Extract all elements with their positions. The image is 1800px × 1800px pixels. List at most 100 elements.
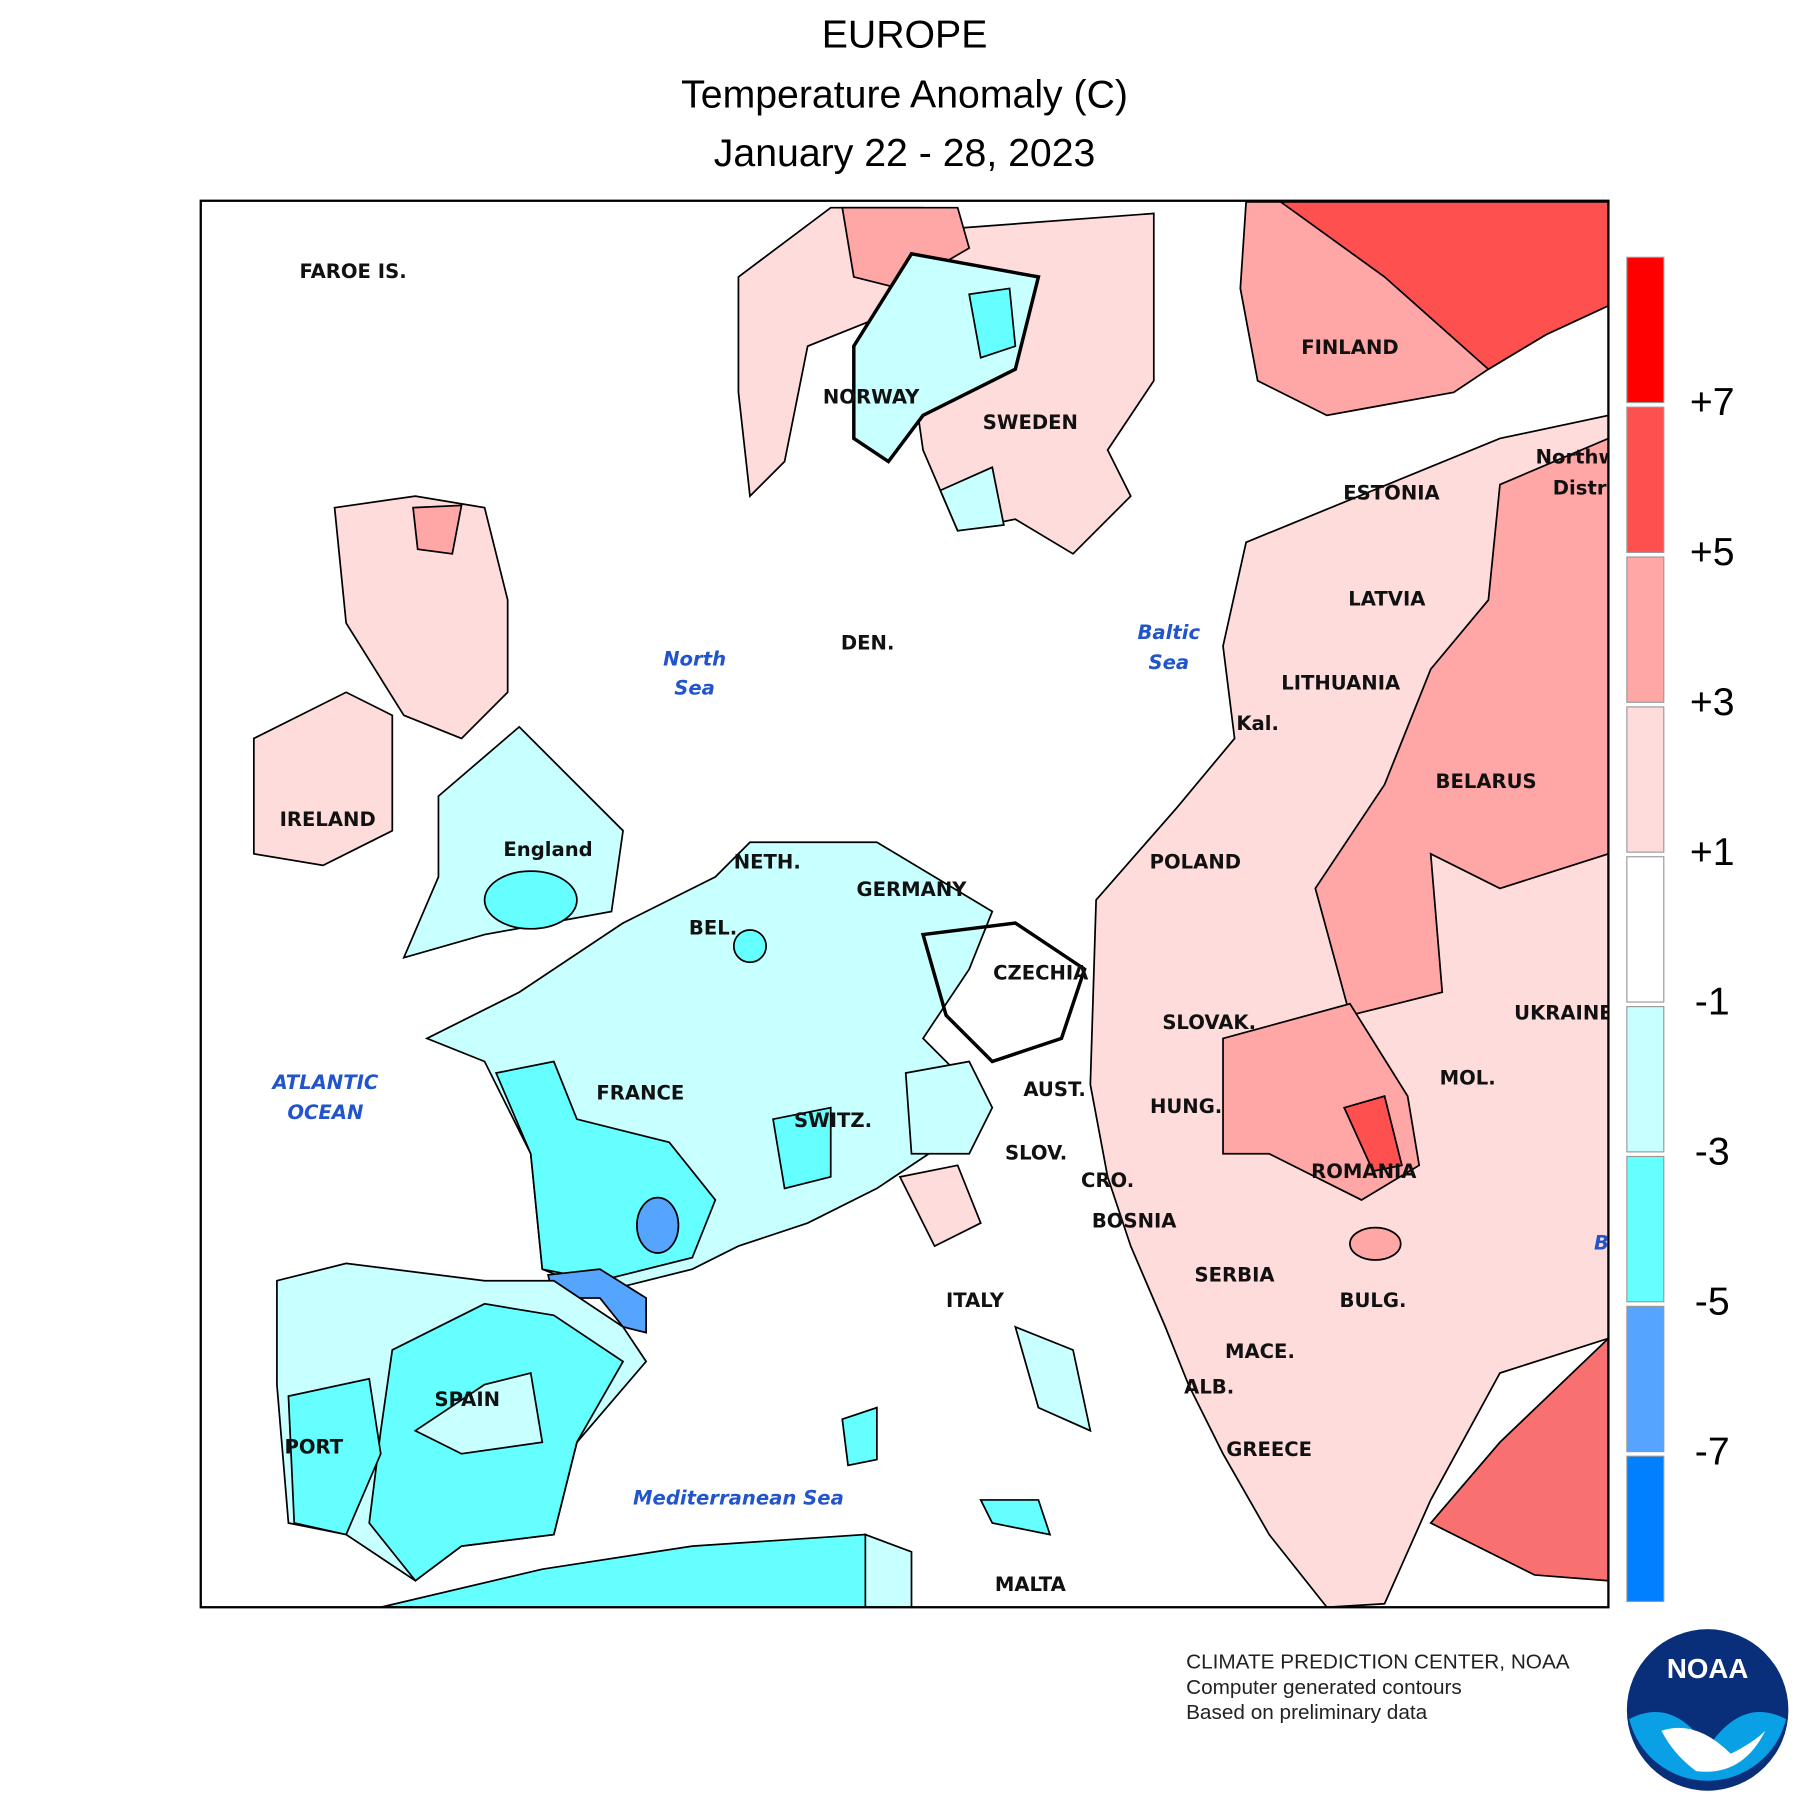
country-label: MALTA [995, 1573, 1067, 1596]
country-label: MACE. [1225, 1340, 1295, 1363]
canvas: EUROPE Temperature Anomaly (C) January 2… [199, 12, 1789, 1791]
cool-region [841, 1406, 878, 1467]
legend-swatch [1626, 856, 1665, 1003]
country-label: GREECE [1226, 1438, 1312, 1461]
country-label: ALB. [1184, 1376, 1234, 1399]
legend-label: -1 [1695, 980, 1730, 1024]
country-label: Distri [1553, 477, 1613, 500]
warm-region [1429, 1337, 1609, 1582]
country-label: SWEDEN [983, 411, 1078, 434]
subtitle: Temperature Anomaly (C) [681, 72, 1128, 116]
country-label: SWITZ. [794, 1109, 872, 1132]
cool-region [968, 287, 1017, 359]
warm-region [412, 504, 463, 555]
legend-swatch [1626, 406, 1665, 553]
country-label: NETH. [734, 851, 801, 874]
country-label: BOSNIA [1092, 1209, 1177, 1232]
country-label: PORT [285, 1436, 344, 1459]
cool-region [979, 1499, 1052, 1536]
sea-label: Mediterranean Sea [633, 1486, 844, 1509]
country-label: Kal. [1236, 712, 1279, 735]
country-label: IRELAND [280, 808, 376, 831]
credit-line: Based on preliminary data [1186, 1701, 1428, 1724]
legend-label: +5 [1690, 530, 1735, 574]
cool-region [864, 1533, 913, 1608]
legend-label: +1 [1690, 830, 1735, 874]
country-label: SPAIN [434, 1388, 500, 1411]
logo-text: NOAA [1667, 1653, 1749, 1684]
country-label: Northw [1536, 446, 1617, 469]
cool-region [904, 1060, 994, 1155]
zero-contour [852, 251, 1041, 464]
zero-contour [920, 921, 1087, 1064]
cool-region [1014, 1325, 1092, 1433]
country-label: AUST. [1023, 1078, 1085, 1101]
credit-line: CLIMATE PREDICTION CENTER, NOAA [1186, 1650, 1570, 1673]
country-label: LATVIA [1348, 587, 1426, 610]
map-labels: FAROE IS. NORWAY SWEDEN FINLAND ESTONIA LATVI… [270, 260, 1617, 1596]
sea-label: Sea [1148, 651, 1189, 674]
sea-label: North [663, 647, 726, 670]
cool-region [413, 1371, 544, 1455]
sea-label: ATLANTIC [270, 1071, 378, 1094]
country-label: SLOV. [1005, 1141, 1067, 1164]
cool-region [483, 870, 578, 930]
cool-region [772, 1106, 832, 1190]
map-frame [199, 199, 1610, 1609]
country-label: BULG. [1340, 1289, 1407, 1312]
country-label: FRANCE [596, 1081, 684, 1104]
sea-label: Sea [674, 676, 715, 699]
country-label: FAROE IS. [299, 260, 406, 283]
cool-region [287, 1377, 382, 1536]
country-label: HUNG. [1150, 1095, 1222, 1118]
country-label: DEN. [841, 631, 895, 654]
country-label: ROMANIA [1311, 1160, 1417, 1183]
legend-swatch [1626, 1305, 1665, 1453]
legend-label: +7 [1690, 380, 1735, 424]
warm-region [1278, 201, 1609, 371]
legend-swatch [1626, 706, 1665, 853]
warm-region [898, 1164, 982, 1248]
warm-region [1314, 437, 1609, 1017]
warm-region [252, 691, 394, 867]
legend: +7 +5 +3 +1 -1 -3 -5 -7 [1626, 256, 1735, 1603]
warm-region [1349, 1226, 1402, 1261]
country-label: England [503, 838, 592, 861]
country-label: BELARUS [1436, 770, 1537, 793]
sea-label: B [1594, 1231, 1609, 1254]
warm-region [333, 495, 509, 740]
sea-label: OCEAN [287, 1101, 363, 1124]
legend-label: +3 [1690, 680, 1735, 724]
country-label: POLAND [1150, 851, 1241, 874]
title: EUROPE [822, 12, 988, 56]
legend-swatch [1626, 1006, 1665, 1153]
legend-label: -5 [1695, 1279, 1730, 1323]
credit-line: Computer generated contours [1186, 1676, 1462, 1699]
country-label: SERBIA [1195, 1264, 1276, 1287]
legend-swatch [1626, 556, 1665, 703]
country-label: BEL. [689, 916, 737, 939]
cool-region [636, 1196, 680, 1254]
noaa-logo: NOAA [1626, 1629, 1789, 1791]
legend-label: -3 [1695, 1130, 1730, 1174]
cool-region [380, 1533, 867, 1608]
country-label: ESTONIA [1343, 481, 1440, 504]
legend-swatch [1626, 1455, 1665, 1603]
country-label: NORWAY [823, 386, 920, 409]
country-label: LITHUANIA [1281, 672, 1401, 695]
legend-swatch [1626, 1155, 1665, 1303]
map-area [200, 200, 1609, 1608]
country-label: UKRAINE [1514, 1002, 1613, 1025]
cool-region [732, 929, 767, 964]
country-label: GERMANY [857, 878, 968, 901]
country-label: SLOVAK. [1162, 1011, 1256, 1034]
country-label: CZECHIA [993, 961, 1089, 984]
country-label: ITALY [946, 1289, 1005, 1312]
sea-label: Baltic [1137, 621, 1200, 644]
country-label: MOL. [1440, 1066, 1496, 1089]
country-label: CRO. [1081, 1169, 1134, 1192]
date-range: January 22 - 28, 2023 [714, 131, 1096, 175]
cool-region [939, 466, 1005, 532]
